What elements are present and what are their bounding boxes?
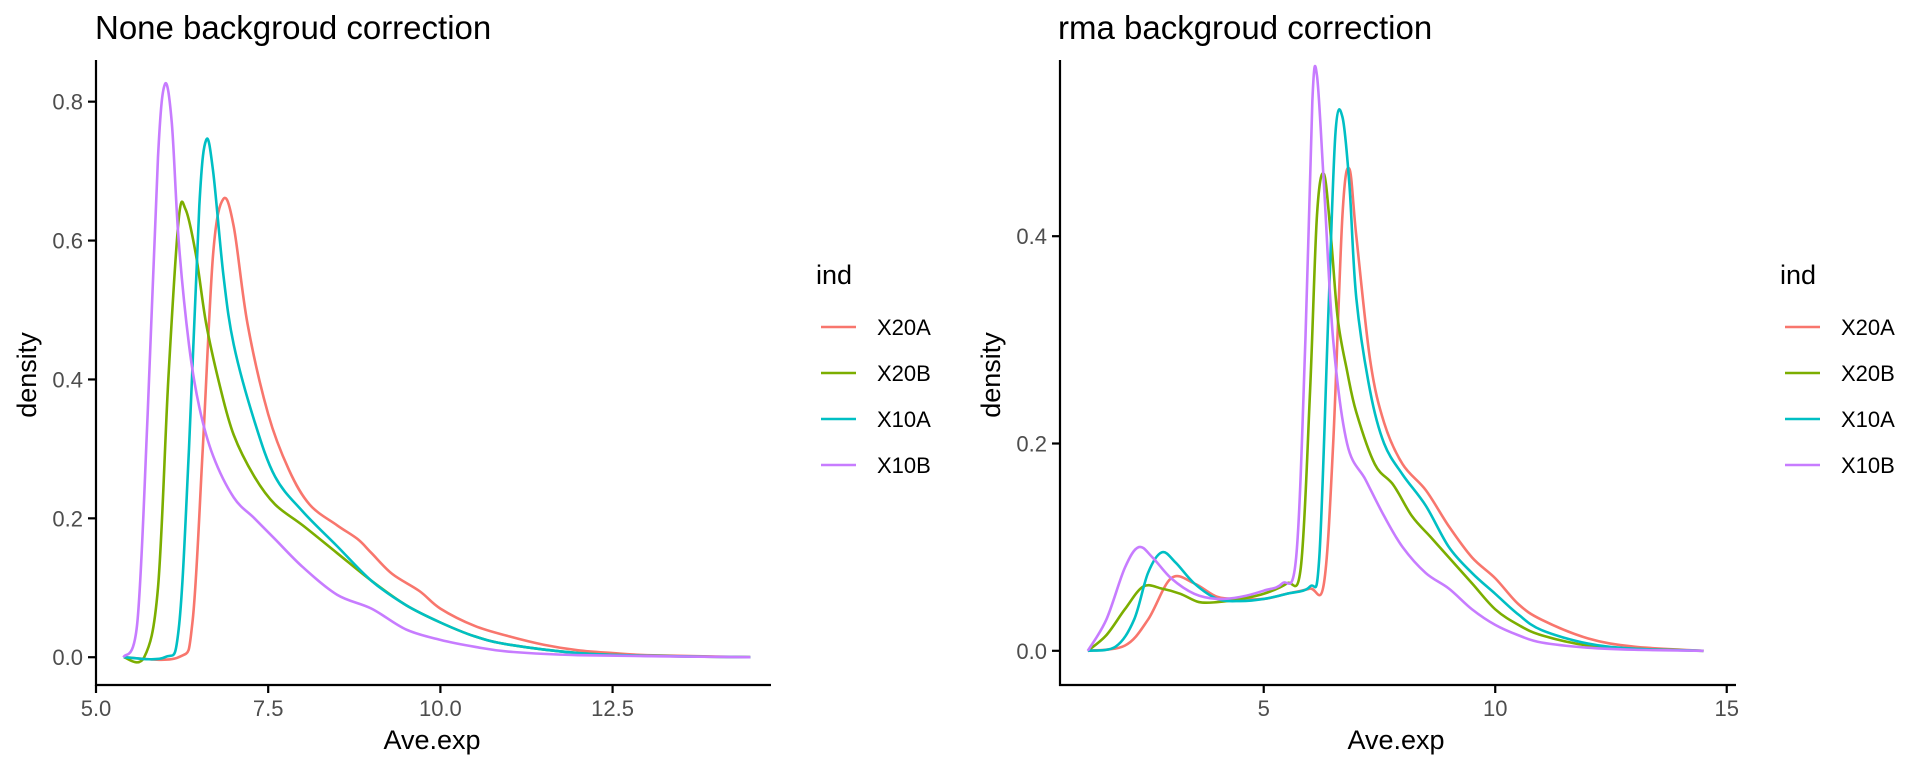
density-line-x10b xyxy=(122,81,751,659)
density-line-x20b xyxy=(1086,172,1704,653)
legend-label-x10a: X10A xyxy=(877,407,931,432)
legend-label-x10b: X10B xyxy=(877,453,931,478)
density-line-x10a xyxy=(1087,108,1704,653)
y-tick-label: 0.2 xyxy=(1016,431,1047,456)
x-tick-label: 5 xyxy=(1258,696,1270,721)
y-tick-label: 0.4 xyxy=(1016,224,1047,249)
x-ticks: 5 10 15 xyxy=(1258,685,1739,721)
density-line-x20b xyxy=(123,200,751,664)
panel-rma-correction: rma backgroud correction Ave.exp density… xyxy=(976,9,1895,755)
density-line-x10a xyxy=(123,137,751,661)
x-ticks: 5.0 7.5 10.0 12.5 xyxy=(81,685,634,721)
x-tick-label: 15 xyxy=(1714,696,1738,721)
density-line-x20a xyxy=(1087,166,1704,653)
legend: ind X20A X20B X10A X10B xyxy=(816,260,931,478)
x-axis-title: Ave.exp xyxy=(1347,725,1444,755)
y-tick-label: 0.0 xyxy=(1016,639,1047,664)
legend-label-x20b: X20B xyxy=(877,361,931,386)
legend-label-x10b: X10B xyxy=(1841,453,1895,478)
y-tick-label: 0.2 xyxy=(52,506,83,531)
density-curves xyxy=(122,81,751,664)
legend-title: ind xyxy=(816,260,852,290)
density-curves xyxy=(1086,64,1704,653)
x-tick-label: 5.0 xyxy=(81,696,112,721)
legend-items: X20A X20B X10A X10B xyxy=(821,315,931,478)
chart-title: rma backgroud correction xyxy=(1058,9,1432,46)
x-tick-label: 7.5 xyxy=(253,696,284,721)
legend-label-x20a: X20A xyxy=(1841,315,1895,340)
density-line-x10b xyxy=(1086,64,1704,653)
y-tick-label: 0.4 xyxy=(52,367,83,392)
y-axis-title: density xyxy=(12,332,42,418)
legend-items: X20A X20B X10A X10B xyxy=(1785,315,1895,478)
y-tick-label: 0.8 xyxy=(52,90,83,115)
y-tick-label: 0.6 xyxy=(52,229,83,254)
x-axis-title: Ave.exp xyxy=(383,725,480,755)
x-tick-label: 10 xyxy=(1483,696,1507,721)
x-tick-label: 10.0 xyxy=(419,696,462,721)
x-tick-label: 12.5 xyxy=(591,696,634,721)
density-line-x20a xyxy=(123,196,751,662)
legend: ind X20A X20B X10A X10B xyxy=(1780,260,1895,478)
legend-label-x10a: X10A xyxy=(1841,407,1895,432)
legend-label-x20b: X20B xyxy=(1841,361,1895,386)
legend-label-x20a: X20A xyxy=(877,315,931,340)
y-tick-label: 0.0 xyxy=(52,645,83,670)
y-ticks: 0.0 0.2 0.4 xyxy=(1016,224,1060,664)
panel-none-correction: None backgroud correction Ave.exp densit… xyxy=(12,9,931,755)
legend-title: ind xyxy=(1780,260,1816,290)
chart-title: None backgroud correction xyxy=(95,9,491,46)
y-axis-title: density xyxy=(976,332,1006,418)
y-ticks: 0.0 0.2 0.4 0.6 0.8 xyxy=(52,90,96,670)
